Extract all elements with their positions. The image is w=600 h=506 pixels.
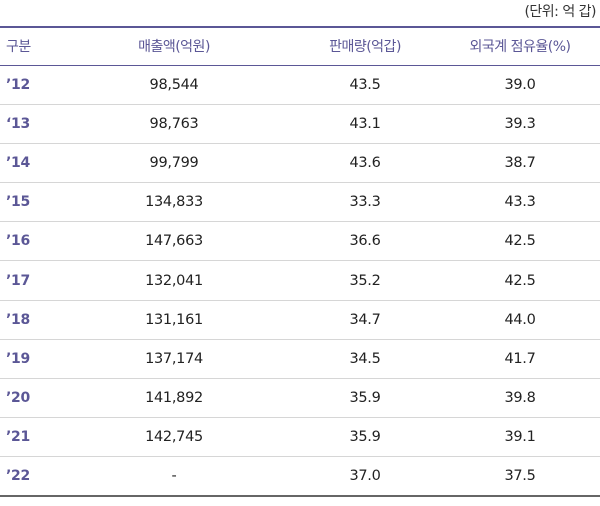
foreign-share-cell: 39.1 [440,417,600,458]
table-row: ’20 141,892 35.9 39.8 [0,378,600,419]
year-cell: ’16 [0,221,58,262]
foreign-share-cell: 42.5 [440,221,600,262]
header-category: 구분 [0,26,58,66]
foreign-share-cell: 43.3 [440,182,600,223]
header-revenue: 매출액(억원) [58,26,290,66]
table-row: ‘13 98,763 43.1 39.3 [0,104,600,144]
foreign-share-cell: 39.3 [440,104,600,144]
header-row: 구분 매출액(억원) 판매량(억갑) 외국계 점유율(%) [0,26,600,66]
year-cell: ’17 [0,260,58,301]
table-row: ’21 142,745 35.9 39.1 [0,417,600,458]
unit-note: (단위: 억 갑) [524,4,596,20]
revenue-cell: - [58,456,290,498]
revenue-cell: 98,763 [58,104,290,144]
revenue-cell: 142,745 [58,417,290,458]
year-cell: ’14 [0,143,58,184]
sales-volume-cell: 35.2 [290,260,440,301]
year-cell: ’21 [0,417,58,458]
sales-volume-cell: 36.6 [290,221,440,262]
year-cell: ’19 [0,339,58,380]
foreign-share-cell: 38.7 [440,143,600,184]
revenue-cell: 147,663 [58,221,290,262]
table-row: ’12 98,544 43.5 39.0 [0,65,600,105]
foreign-share-cell: 39.0 [440,65,600,105]
header-sales-volume: 판매량(억갑) [290,26,440,66]
table-row: ’15 134,833 33.3 43.3 [0,182,600,223]
year-cell: ’22 [0,456,58,498]
revenue-cell: 134,833 [58,182,290,223]
revenue-cell: 98,544 [58,65,290,105]
year-cell: ’18 [0,300,58,340]
tobacco-market-table: 구분 매출액(억원) 판매량(억갑) 외국계 점유율(%) ’12 98,544 4… [0,26,600,498]
foreign-share-cell: 37.5 [440,456,600,498]
foreign-share-cell: 41.7 [440,339,600,380]
sales-volume-cell: 35.9 [290,378,440,419]
year-cell: ‘13 [0,104,58,144]
sales-volume-cell: 43.1 [290,104,440,144]
sales-volume-cell: 34.5 [290,339,440,380]
sales-volume-cell: 34.7 [290,300,440,340]
sales-volume-cell: 43.5 [290,65,440,105]
header-foreign-share: 외국계 점유율(%) [440,26,600,66]
foreign-share-cell: 39.8 [440,378,600,419]
sales-volume-cell: 35.9 [290,417,440,458]
revenue-cell: 132,041 [58,260,290,301]
revenue-cell: 99,799 [58,143,290,184]
table-row: ’14 99,799 43.6 38.7 [0,143,600,184]
sales-volume-cell: 43.6 [290,143,440,184]
table-header: 구분 매출액(억원) 판매량(억갑) 외국계 점유율(%) [0,26,600,66]
table-row: ’19 137,174 34.5 41.7 [0,339,600,380]
foreign-share-cell: 42.5 [440,260,600,301]
sales-volume-cell: 33.3 [290,182,440,223]
table-row: ’18 131,161 34.7 44.0 [0,300,600,340]
foreign-share-cell: 44.0 [440,300,600,340]
table-body: ’12 98,544 43.5 39.0 ‘13 98,763 43.1 39.3’14 99,… [0,65,600,498]
year-cell: ’20 [0,378,58,419]
year-cell: ’15 [0,182,58,223]
table-row: ’17 132,041 35.2 42.5 [0,260,600,301]
revenue-cell: 141,892 [58,378,290,419]
table-row: ’22-37.0 37.5 [0,456,600,498]
revenue-cell: 131,161 [58,300,290,340]
table-row: ’16 147,663 36.6 42.5 [0,221,600,262]
year-cell: ’12 [0,65,58,105]
revenue-cell: 137,174 [58,339,290,380]
sales-volume-cell: 37.0 [290,456,440,498]
